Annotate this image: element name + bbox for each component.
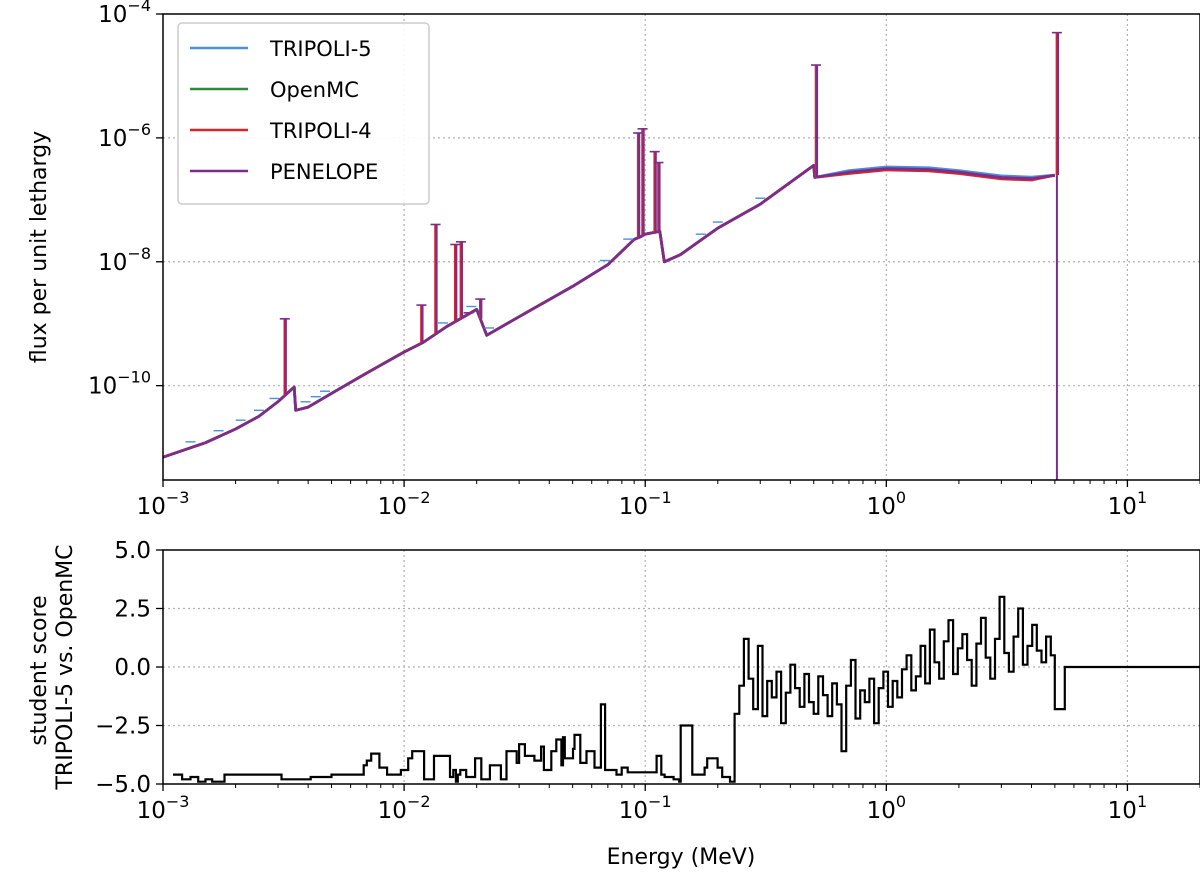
x-tick-base: 10 <box>1108 494 1137 520</box>
y-tick-exponent: −8 <box>127 244 151 263</box>
x-tick-exponent: −3 <box>166 488 190 507</box>
y-tick-label: 5.0 <box>114 538 151 564</box>
y-tick-label: 10−6 <box>98 120 151 152</box>
x-tick-label: 10−3 <box>137 792 190 824</box>
x-tick-exponent: 1 <box>1137 792 1147 811</box>
flux-plot-frame <box>162 13 1200 481</box>
x-tick-base: 10 <box>137 798 166 824</box>
legend-label: TRIPOLI-5 <box>269 37 372 61</box>
x-tick-base: 10 <box>378 494 407 520</box>
legend-label: PENELOPE <box>270 160 378 184</box>
score-series <box>173 595 1200 783</box>
x-tick-base: 10 <box>1108 798 1137 824</box>
flux-x-ticks: 10−3 10−2 10−1 100 101 <box>137 480 1200 520</box>
y-tick-exponent: −6 <box>127 120 151 139</box>
x-tick-exponent: −2 <box>407 792 431 811</box>
x-tick-exponent: 1 <box>1137 488 1147 507</box>
flux-series <box>162 31 1062 480</box>
score-y-axis-label: student score TRIPOLI-5 vs. OpenMC <box>27 544 78 790</box>
x-tick-base: 10 <box>137 494 166 520</box>
legend: TRIPOLI-5 OpenMC TRIPOLI-4 PENELOPE <box>177 22 430 205</box>
y-tick-base: 10 <box>98 126 127 152</box>
x-tick-label: 10−3 <box>137 488 190 520</box>
score-y-axis-label-line-2: TRIPOLI-5 vs. OpenMC <box>53 544 78 790</box>
x-tick-label: 101 <box>1108 488 1147 520</box>
y-tick-label: 2.5 <box>114 597 151 623</box>
x-tick-label: 100 <box>867 488 906 520</box>
x-tick-label: 10−2 <box>378 488 431 520</box>
x-tick-exponent: 0 <box>896 488 906 507</box>
y-tick-label: 10−10 <box>88 368 151 400</box>
student-score-line <box>173 595 1200 783</box>
x-tick-label: 100 <box>867 792 906 824</box>
x-tick-exponent: −1 <box>648 488 672 507</box>
y-tick-exponent: −10 <box>117 368 151 387</box>
y-tick-label: 10−8 <box>98 244 151 276</box>
legend-box <box>177 22 430 205</box>
y-tick-base: 10 <box>98 2 127 28</box>
x-tick-label: 10−1 <box>619 488 672 520</box>
y-tick-base: 10 <box>98 250 127 276</box>
flux-y-axis-label: flux per unit lethargy <box>27 131 52 363</box>
legend-label: OpenMC <box>270 78 359 102</box>
y-tick-base: 10 <box>88 374 117 400</box>
x-tick-base: 10 <box>867 494 896 520</box>
x-tick-base: 10 <box>378 798 407 824</box>
y-tick-label: 10−4 <box>98 0 151 28</box>
x-tick-base: 10 <box>619 494 648 520</box>
score-y-axis-label-line-1: student score <box>27 595 52 745</box>
x-tick-exponent: 0 <box>896 792 906 811</box>
x-tick-label: 10−2 <box>378 792 431 824</box>
x-tick-exponent: −2 <box>407 488 431 507</box>
x-tick-base: 10 <box>619 798 648 824</box>
x-tick-exponent: −1 <box>648 792 672 811</box>
x-tick-base: 10 <box>867 798 896 824</box>
x-tick-label: 101 <box>1108 792 1147 824</box>
x-tick-label: 10−1 <box>619 792 672 824</box>
y-tick-label: 0.0 <box>114 655 151 681</box>
x-tick-exponent: −3 <box>166 792 190 811</box>
legend-label: TRIPOLI-4 <box>269 119 372 143</box>
flux-line-penelope <box>162 164 1055 459</box>
y-tick-exponent: −4 <box>127 0 151 15</box>
y-tick-label: −2.5 <box>95 714 151 740</box>
x-axis-label: Energy (MeV) <box>607 845 756 870</box>
score-y-ticks: −5.0 −2.5 0.0 2.5 5.0 <box>95 538 163 798</box>
score-panel: −5.0−2.50.02.55.0 10−3 10−2 10−1 100 101 stu… <box>27 538 1200 870</box>
score-x-ticks: 10−3 10−2 10−1 100 101 <box>137 784 1200 824</box>
y-tick-label: −5.0 <box>95 772 151 798</box>
